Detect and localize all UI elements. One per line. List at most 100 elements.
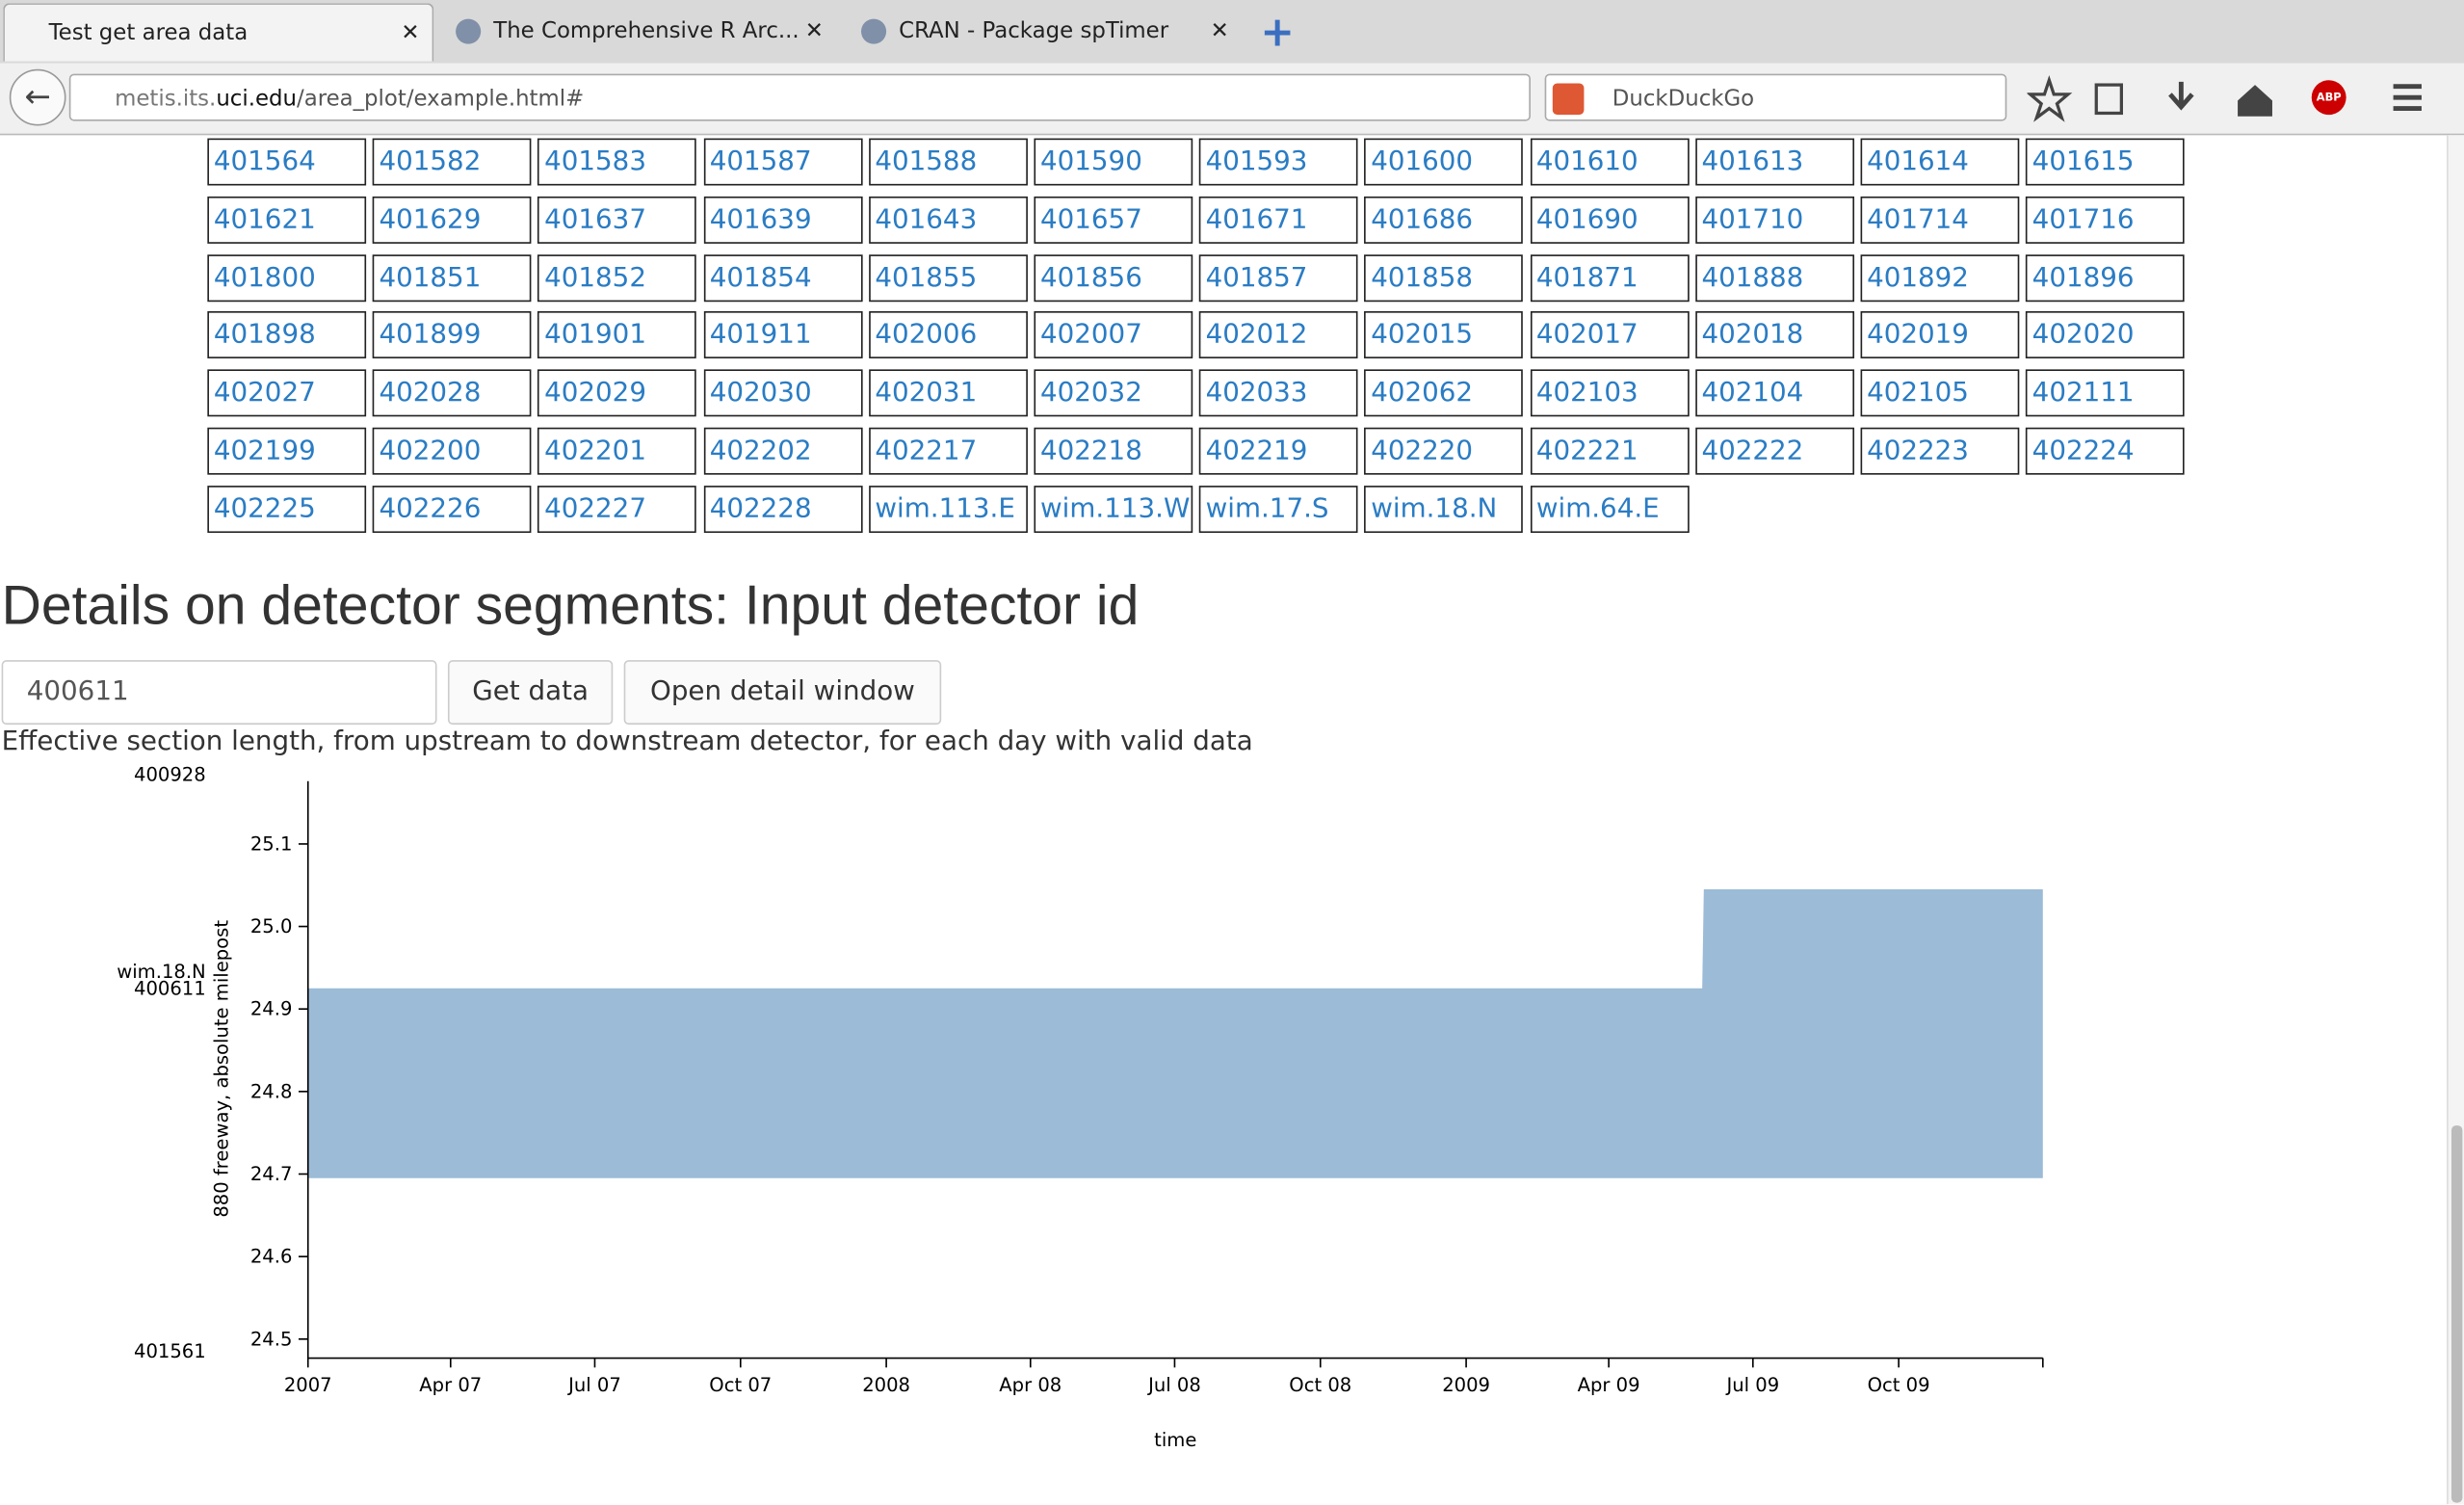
detector-link[interactable]: 401621: [207, 196, 367, 244]
detector-link[interactable]: 401600: [1364, 138, 1524, 186]
detector-link[interactable]: 401857: [1199, 253, 1358, 302]
detector-link[interactable]: wim.113.W: [1034, 485, 1193, 533]
detector-link[interactable]: 402015: [1364, 311, 1524, 359]
x-tick-label: Apr 08: [999, 1374, 1062, 1396]
detector-link[interactable]: 401671: [1199, 196, 1358, 244]
tab[interactable]: Test get area data ✕: [3, 3, 434, 62]
detector-link[interactable]: wim.113.E: [868, 485, 1028, 533]
back-button[interactable]: ←: [9, 68, 66, 126]
detector-link[interactable]: 401898: [207, 311, 367, 359]
detector-link[interactable]: 402012: [1199, 311, 1358, 359]
detector-link[interactable]: 402030: [703, 369, 862, 417]
detector-link[interactable]: 402227: [537, 485, 697, 533]
detector-link[interactable]: wim.64.E: [1530, 485, 1690, 533]
detector-link[interactable]: 401714: [1860, 196, 2020, 244]
detector-link[interactable]: 402199: [207, 427, 367, 475]
detector-link[interactable]: 402105: [1860, 369, 2020, 417]
detector-link[interactable]: 402104: [1694, 369, 1854, 417]
detector-link[interactable]: 402201: [537, 427, 697, 475]
x-tick-label: Apr 07: [419, 1374, 482, 1396]
detector-link[interactable]: 402017: [1530, 311, 1690, 359]
detector-link[interactable]: 402202: [703, 427, 862, 475]
tab-title: Test get area data: [48, 20, 249, 46]
detector-link[interactable]: 402221: [1530, 427, 1690, 475]
detector-link[interactable]: 402006: [868, 311, 1028, 359]
detector-link[interactable]: 401610: [1530, 138, 1690, 186]
detector-link[interactable]: 401851: [372, 253, 532, 302]
detector-link[interactable]: 402226: [372, 485, 532, 533]
new-tab[interactable]: +: [1260, 9, 1295, 57]
detector-link[interactable]: 402217: [868, 427, 1028, 475]
detector-link[interactable]: 402062: [1364, 369, 1524, 417]
detector-link[interactable]: 401637: [537, 196, 697, 244]
detector-link[interactable]: 402033: [1199, 369, 1358, 417]
detector-link[interactable]: 401892: [1860, 253, 2020, 302]
detector-link[interactable]: 401615: [2026, 138, 2185, 186]
detector-link[interactable]: 401852: [537, 253, 697, 302]
detector-link[interactable]: 401710: [1694, 196, 1854, 244]
detector-link[interactable]: 402031: [868, 369, 1028, 417]
detector-link[interactable]: 401800: [207, 253, 367, 302]
detector-link[interactable]: 401858: [1364, 253, 1524, 302]
detector-link[interactable]: 401871: [1530, 253, 1690, 302]
detector-link[interactable]: 402019: [1860, 311, 2020, 359]
tab[interactable]: CRAN - Package spTimer ✕: [852, 3, 1242, 61]
detector-link[interactable]: 402220: [1364, 427, 1524, 475]
detector-link[interactable]: 402218: [1034, 427, 1193, 475]
detector-link[interactable]: 402020: [2026, 311, 2185, 359]
x-tick-label: 2009: [1442, 1374, 1490, 1396]
detector-link[interactable]: 402224: [2026, 427, 2185, 475]
detector-link[interactable]: 401657: [1034, 196, 1193, 244]
detector-link[interactable]: 401855: [868, 253, 1028, 302]
area: [307, 889, 2043, 1178]
detector-link[interactable]: 402219: [1199, 427, 1358, 475]
detector-link[interactable]: wim.17.S: [1199, 485, 1358, 533]
detector-link[interactable]: 401899: [372, 311, 532, 359]
detector-link[interactable]: 402111: [2026, 369, 2185, 417]
detector-link[interactable]: 401911: [703, 311, 862, 359]
search-bar[interactable]: DuckDuckGo: [1544, 73, 2007, 121]
detector-link[interactable]: 401582: [372, 138, 532, 186]
detector-link[interactable]: 401614: [1860, 138, 2020, 186]
detector-link[interactable]: 402007: [1034, 311, 1193, 359]
tab[interactable]: The Comprehensive R Arc... ✕: [446, 3, 836, 61]
detector-link[interactable]: 401690: [1530, 196, 1690, 244]
adblock-icon[interactable]: ABP: [2311, 80, 2346, 116]
detector-link[interactable]: 401629: [372, 196, 532, 244]
y-tick-label: 24.5: [250, 1328, 293, 1350]
detector-link[interactable]: 401590: [1034, 138, 1193, 186]
detector-link[interactable]: 401593: [1199, 138, 1358, 186]
detector-link[interactable]: 401588: [868, 138, 1028, 186]
detector-link[interactable]: 402223: [1860, 427, 2020, 475]
detector-link[interactable]: 402103: [1530, 369, 1690, 417]
detector-link[interactable]: 402032: [1034, 369, 1193, 417]
detector-link[interactable]: 401639: [703, 196, 862, 244]
detector-link[interactable]: 402027: [207, 369, 367, 417]
get-data-button[interactable]: Get data: [447, 660, 614, 726]
scrollbar[interactable]: [2447, 135, 2464, 1505]
detector-link[interactable]: 402228: [703, 485, 862, 533]
detector-link[interactable]: 402200: [372, 427, 532, 475]
detector-link[interactable]: 401896: [2026, 253, 2185, 302]
detector-link[interactable]: 401854: [703, 253, 862, 302]
detector-input[interactable]: 400611: [1, 660, 437, 726]
detector-link[interactable]: 401587: [703, 138, 862, 186]
detector-link[interactable]: 401643: [868, 196, 1028, 244]
detector-link[interactable]: 401564: [207, 138, 367, 186]
detector-link[interactable]: 402029: [537, 369, 697, 417]
detector-link[interactable]: 401901: [537, 311, 697, 359]
detector-link[interactable]: 402028: [372, 369, 532, 417]
detector-link[interactable]: 402222: [1694, 427, 1854, 475]
detector-link[interactable]: 401583: [537, 138, 697, 186]
url-bar[interactable]: metis.its.uci.edu/area_plot/example.html…: [68, 73, 1531, 121]
detector-link[interactable]: 401888: [1694, 253, 1854, 302]
detector-link[interactable]: wim.18.N: [1364, 485, 1524, 533]
detector-link[interactable]: 401856: [1034, 253, 1193, 302]
detail-window-button[interactable]: Open detail window: [623, 660, 942, 726]
detector-link[interactable]: 402018: [1694, 311, 1854, 359]
detector-link[interactable]: 401613: [1694, 138, 1854, 186]
detector-link[interactable]: 401716: [2026, 196, 2185, 244]
detector-link[interactable]: 401686: [1364, 196, 1524, 244]
detector-link[interactable]: 402225: [207, 485, 367, 533]
x-tick-label: Oct 08: [1289, 1374, 1351, 1396]
